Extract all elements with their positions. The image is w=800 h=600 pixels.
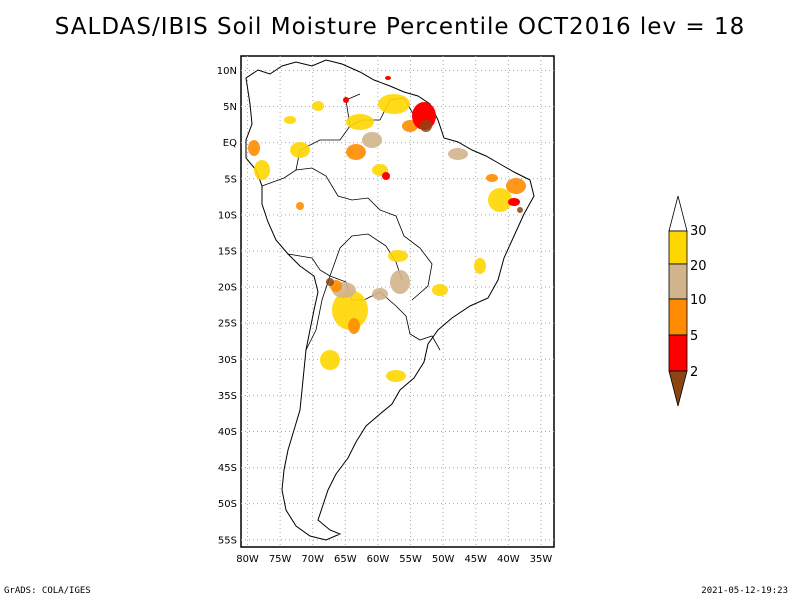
colorbar-top-arrow [668, 195, 688, 232]
colorbar-bottom-arrow [668, 370, 688, 407]
shading-below-2 [326, 120, 523, 286]
colorbar-segment-20-30 [668, 230, 688, 265]
lat-tick-label: EQ [223, 138, 237, 149]
footer-timestamp: 2021-05-12-19:23 [701, 586, 788, 596]
colorbar-segment-10-20 [668, 263, 688, 300]
lon-tick-label: 75W [269, 554, 292, 565]
colorbar-segment-5-10 [668, 298, 688, 336]
lat-tick-label: 50S [218, 499, 237, 510]
shading-20-30 [254, 94, 512, 382]
lon-tick-label: 50W [432, 554, 455, 565]
lat-tick-label: 55S [218, 535, 237, 546]
legend-label: 2 [690, 365, 698, 380]
lon-tick-label: 40W [497, 554, 520, 565]
percentile-shading [248, 76, 526, 382]
lat-tick-label: 5S [224, 174, 237, 185]
lon-tick-label: 65W [334, 554, 357, 565]
lon-tick-label: 60W [367, 554, 390, 565]
legend-labels: 30 20 10 5 2 [690, 224, 707, 380]
lon-tick-label: 70W [301, 554, 324, 565]
gridlines [241, 56, 554, 547]
lat-tick-label: 5N [223, 102, 237, 113]
lon-tick-labels: 80W 75W 70W 65W 60W 55W 50W 45W 40W 35W [236, 554, 552, 565]
legend-label: 30 [690, 224, 707, 239]
legend-label: 10 [690, 293, 707, 308]
colorbar [668, 195, 688, 407]
map-frame [240, 55, 555, 548]
lat-tick-label: 20S [218, 283, 237, 294]
lat-tick-label: 35S [218, 391, 237, 402]
lat-tick-label: 30S [218, 355, 237, 366]
lat-tick-label: 10N [217, 66, 237, 77]
lat-tick-label: 15S [218, 246, 237, 257]
lon-tick-label: 80W [236, 554, 259, 565]
south-america-outline [245, 59, 535, 541]
lat-tick-label: 45S [218, 463, 237, 474]
colorbar-segment-2-5 [668, 334, 688, 372]
lon-tick-label: 45W [464, 554, 487, 565]
shading-10-20 [332, 132, 468, 300]
lon-tick-label: 55W [399, 554, 422, 565]
lat-tick-labels: 10N 5N EQ 5S 10S 15S 20S 25S 30S 35S 40S 45S 50S 55S [217, 66, 237, 546]
legend-label: 20 [690, 259, 707, 274]
map-title: SALDAS/IBIS Soil Moisture Percentile OCT… [54, 14, 746, 40]
lat-tick-label: 25S [218, 319, 237, 330]
legend-label: 5 [690, 329, 698, 344]
lat-tick-label: 40S [218, 427, 237, 438]
shading-5-10 [248, 120, 526, 334]
lat-tick-label: 10S [218, 210, 237, 221]
footer-credit: GrADS: COLA/IGES [4, 586, 91, 596]
lon-tick-label: 35W [530, 554, 553, 565]
